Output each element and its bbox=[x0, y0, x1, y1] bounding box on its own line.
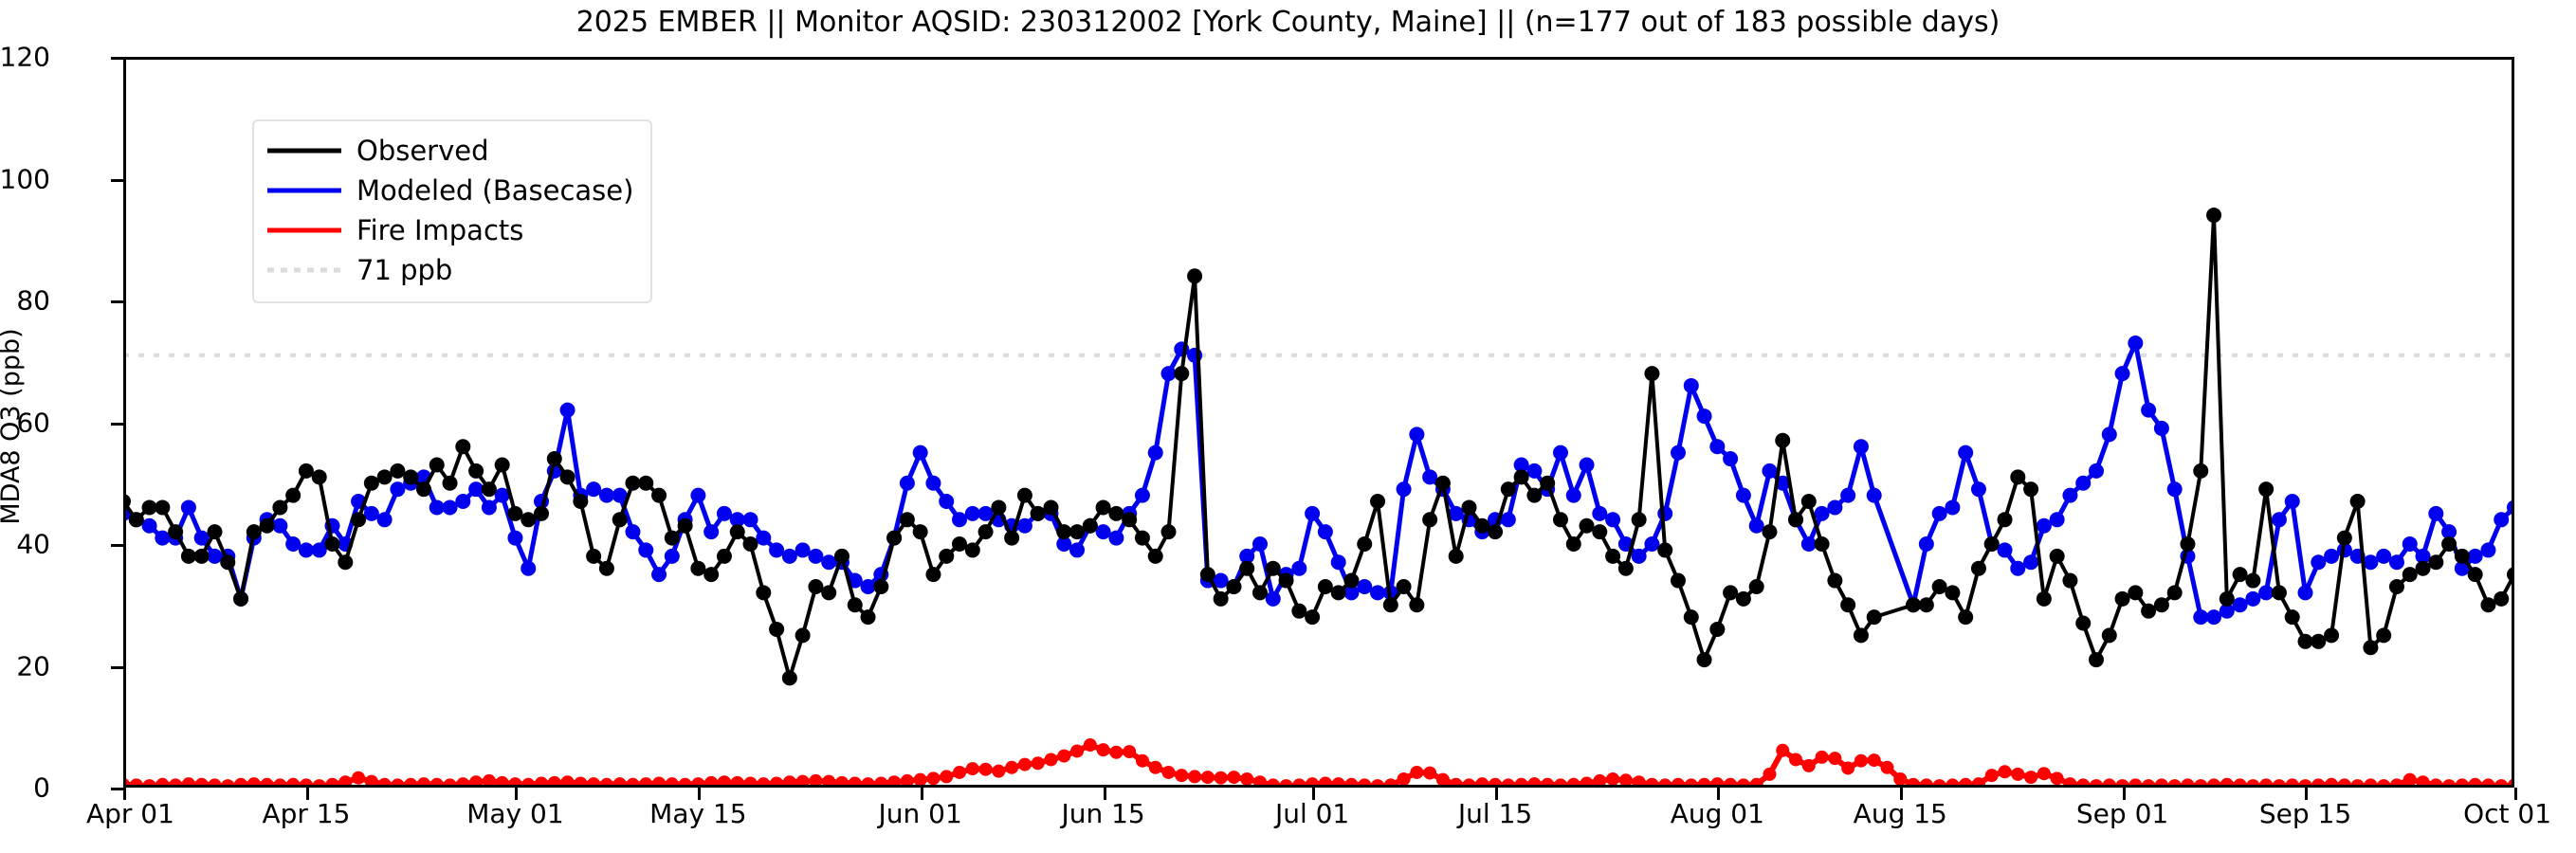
x-tick-mark bbox=[2305, 788, 2309, 800]
x-tick-mark bbox=[305, 788, 309, 800]
y-tick-mark bbox=[111, 665, 123, 669]
x-tick-mark bbox=[698, 788, 702, 800]
chart-title: 2025 EMBER || Monitor AQSID: 230312002 [… bbox=[575, 6, 2001, 39]
y-tick-mark bbox=[111, 788, 123, 790]
plot-frame bbox=[123, 57, 2514, 788]
y-tick-mark bbox=[111, 300, 123, 303]
plot-area: Observed Modeled (Basecase) Fire Impacts 71… bbox=[111, 57, 2517, 800]
x-tick-label: Jul 15 bbox=[1457, 798, 1533, 829]
legend-swatch-dotted-icon bbox=[267, 256, 341, 284]
x-tick-label: May 15 bbox=[649, 798, 747, 829]
y-tick-mark bbox=[111, 57, 123, 60]
x-tick-mark bbox=[1495, 788, 1499, 800]
x-tick-mark bbox=[1103, 788, 1106, 800]
x-tick-label: Jun 01 bbox=[878, 798, 962, 829]
x-tick-label: Jun 15 bbox=[1061, 798, 1145, 829]
legend-item[interactable]: 71 ppb bbox=[267, 250, 633, 290]
x-tick-mark bbox=[123, 788, 126, 800]
legend-swatch-line-icon bbox=[267, 136, 341, 165]
y-tick-label: 100 bbox=[0, 163, 50, 194]
x-tick-label: Jul 01 bbox=[1274, 798, 1350, 829]
y-tick-label: 20 bbox=[16, 650, 50, 681]
x-tick-mark bbox=[2514, 788, 2517, 800]
x-tick-mark bbox=[2122, 788, 2126, 800]
y-tick-label: 80 bbox=[16, 284, 50, 317]
x-tick-label: May 01 bbox=[466, 798, 564, 829]
legend-swatch-line-icon bbox=[267, 216, 341, 245]
chart-legend: Observed Modeled (Basecase) Fire Impacts 71… bbox=[252, 119, 653, 303]
legend-item[interactable]: Observed bbox=[267, 131, 633, 171]
series-observed bbox=[123, 208, 2514, 686]
y-tick-mark bbox=[111, 178, 123, 182]
legend-item-label: 71 ppb bbox=[356, 253, 453, 286]
x-tick-label: Apr 01 bbox=[85, 798, 174, 829]
legend-item[interactable]: Fire Impacts bbox=[267, 210, 633, 250]
x-tick-label: Apr 15 bbox=[262, 798, 351, 829]
x-tick-label: Oct 01 bbox=[2463, 798, 2552, 829]
y-tick-label: 120 bbox=[0, 41, 50, 73]
x-tick-label: Sep 15 bbox=[2258, 798, 2352, 829]
x-tick-label: Aug 15 bbox=[1853, 798, 1947, 829]
y-tick-label: 40 bbox=[16, 528, 50, 560]
x-tick-mark bbox=[920, 788, 923, 800]
legend-item-label: Modeled (Basecase) bbox=[356, 173, 634, 207]
x-tick-label: Aug 01 bbox=[1670, 798, 1764, 829]
x-tick-mark bbox=[1717, 788, 1721, 800]
y-tick-label: 0 bbox=[33, 771, 50, 804]
x-tick-mark bbox=[1900, 788, 1904, 800]
x-tick-mark bbox=[515, 788, 519, 800]
y-tick-label: 60 bbox=[16, 407, 50, 438]
legend-swatch-line-icon bbox=[267, 176, 341, 205]
legend-item[interactable]: Modeled (Basecase) bbox=[267, 171, 633, 210]
y-tick-mark bbox=[111, 422, 123, 426]
x-tick-label: Sep 01 bbox=[2075, 798, 2169, 829]
legend-item-label: Observed bbox=[356, 134, 489, 167]
y-tick-mark bbox=[111, 544, 123, 547]
x-tick-mark bbox=[1312, 788, 1316, 800]
legend-item-label: Fire Impacts bbox=[356, 213, 524, 246]
